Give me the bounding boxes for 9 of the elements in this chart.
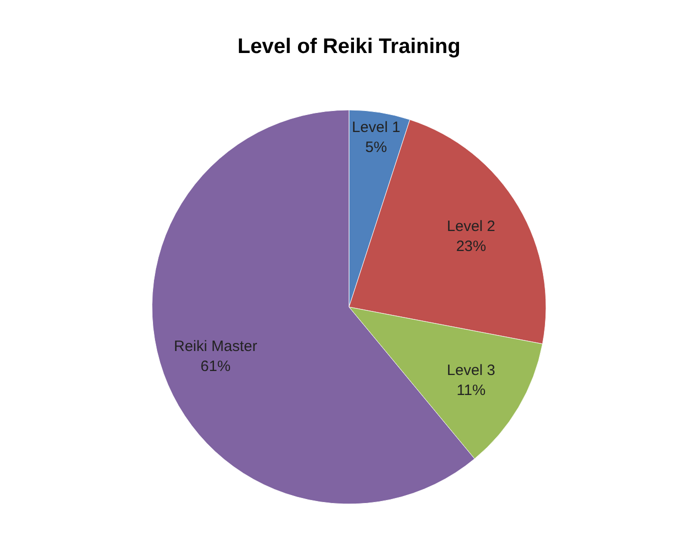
data-label: 11% [456, 382, 486, 400]
slice-label: Level 3 [446, 362, 496, 380]
data-label: 5% [365, 138, 387, 156]
slice-label: Level 1 [352, 118, 400, 136]
chart-title: Level of Reiki Training [238, 35, 460, 58]
slice-label: Level 2 [446, 218, 496, 235]
data-label: 61% [200, 358, 231, 376]
data-label: 23% [456, 238, 486, 255]
slice-label: Reiki Master [174, 338, 258, 356]
